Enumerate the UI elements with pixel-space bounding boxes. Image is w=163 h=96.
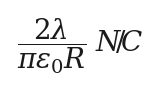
Text: $\dfrac{2\lambda}{\pi\varepsilon_0 R}\; N\!/\!C$: $\dfrac{2\lambda}{\pi\varepsilon_0 R}\; … bbox=[17, 17, 142, 76]
